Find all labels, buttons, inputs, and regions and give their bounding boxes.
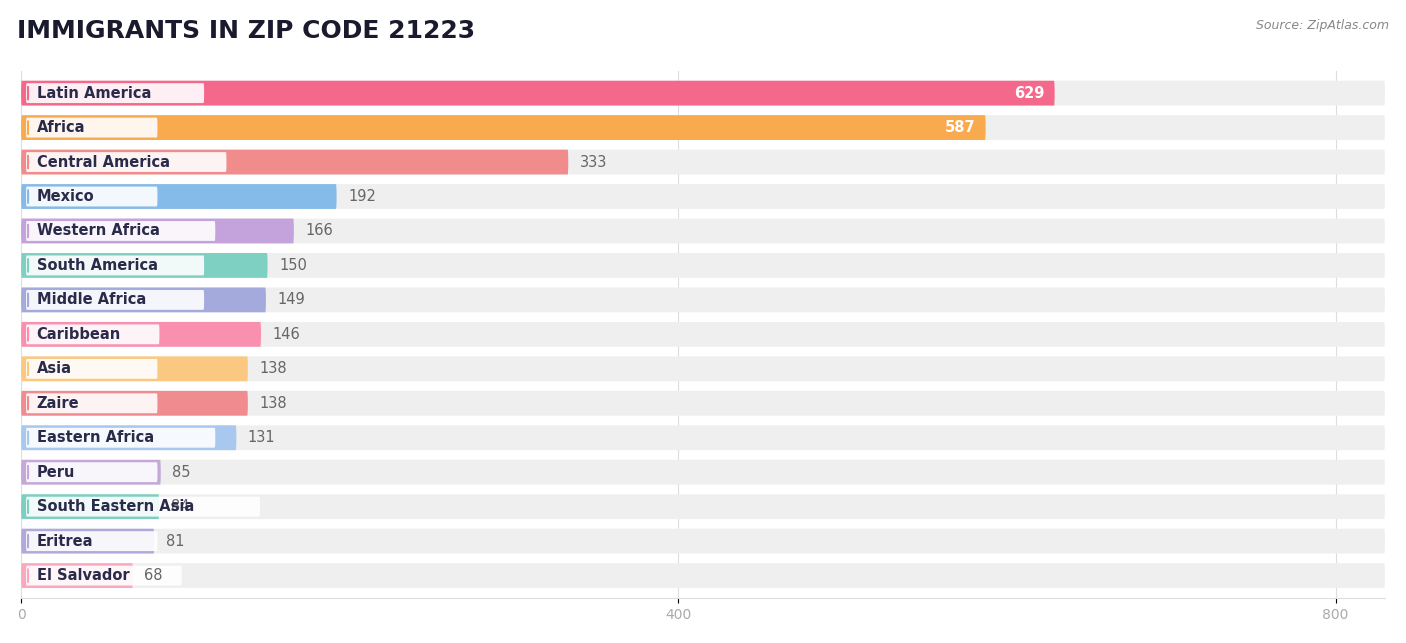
Text: 166: 166	[305, 224, 333, 239]
FancyBboxPatch shape	[21, 150, 568, 174]
FancyBboxPatch shape	[21, 460, 160, 485]
FancyBboxPatch shape	[27, 566, 181, 586]
Text: Africa: Africa	[37, 120, 86, 135]
FancyBboxPatch shape	[21, 253, 267, 278]
FancyBboxPatch shape	[21, 219, 1385, 244]
FancyBboxPatch shape	[27, 462, 157, 482]
FancyBboxPatch shape	[21, 81, 1054, 105]
Text: Central America: Central America	[37, 154, 170, 170]
Text: El Salvador: El Salvador	[37, 568, 129, 583]
Text: Source: ZipAtlas.com: Source: ZipAtlas.com	[1256, 19, 1389, 32]
FancyBboxPatch shape	[21, 115, 1385, 140]
Text: South Eastern Asia: South Eastern Asia	[37, 499, 194, 514]
FancyBboxPatch shape	[27, 325, 159, 344]
FancyBboxPatch shape	[21, 391, 1385, 415]
FancyBboxPatch shape	[21, 494, 1385, 519]
FancyBboxPatch shape	[27, 255, 204, 275]
FancyBboxPatch shape	[21, 150, 1385, 174]
Text: Western Africa: Western Africa	[37, 224, 159, 239]
FancyBboxPatch shape	[27, 359, 157, 379]
FancyBboxPatch shape	[21, 322, 1385, 347]
FancyBboxPatch shape	[27, 394, 157, 413]
FancyBboxPatch shape	[27, 186, 157, 206]
FancyBboxPatch shape	[21, 322, 262, 347]
Text: South America: South America	[37, 258, 157, 273]
FancyBboxPatch shape	[21, 391, 247, 415]
Text: Peru: Peru	[37, 465, 75, 480]
FancyBboxPatch shape	[21, 494, 159, 519]
FancyBboxPatch shape	[27, 290, 204, 310]
Text: 138: 138	[259, 396, 287, 411]
FancyBboxPatch shape	[21, 184, 336, 209]
FancyBboxPatch shape	[27, 83, 204, 103]
Text: 149: 149	[277, 293, 305, 307]
FancyBboxPatch shape	[21, 287, 1385, 312]
Text: 629: 629	[1014, 86, 1045, 101]
Text: IMMIGRANTS IN ZIP CODE 21223: IMMIGRANTS IN ZIP CODE 21223	[17, 19, 475, 43]
Text: Middle Africa: Middle Africa	[37, 293, 146, 307]
Text: 85: 85	[173, 465, 191, 480]
FancyBboxPatch shape	[21, 81, 1385, 105]
FancyBboxPatch shape	[27, 152, 226, 172]
Text: 587: 587	[945, 120, 976, 135]
FancyBboxPatch shape	[21, 184, 1385, 209]
FancyBboxPatch shape	[21, 356, 247, 381]
FancyBboxPatch shape	[27, 531, 157, 551]
FancyBboxPatch shape	[21, 563, 132, 588]
FancyBboxPatch shape	[21, 425, 236, 450]
FancyBboxPatch shape	[27, 428, 215, 448]
FancyBboxPatch shape	[27, 221, 215, 241]
Text: Zaire: Zaire	[37, 396, 79, 411]
FancyBboxPatch shape	[21, 563, 1385, 588]
Text: 81: 81	[166, 534, 184, 548]
FancyBboxPatch shape	[21, 287, 266, 312]
FancyBboxPatch shape	[21, 460, 1385, 485]
FancyBboxPatch shape	[21, 529, 1385, 554]
Text: Eastern Africa: Eastern Africa	[37, 430, 153, 445]
FancyBboxPatch shape	[21, 115, 986, 140]
FancyBboxPatch shape	[21, 219, 294, 244]
Text: Caribbean: Caribbean	[37, 327, 121, 342]
FancyBboxPatch shape	[21, 356, 1385, 381]
Text: 68: 68	[145, 568, 163, 583]
Text: Eritrea: Eritrea	[37, 534, 93, 548]
Text: 84: 84	[170, 499, 190, 514]
Text: 192: 192	[349, 189, 375, 204]
Text: 333: 333	[579, 154, 607, 170]
Text: 146: 146	[273, 327, 301, 342]
Text: 131: 131	[247, 430, 276, 445]
FancyBboxPatch shape	[21, 529, 155, 554]
Text: Latin America: Latin America	[37, 86, 150, 101]
Text: Mexico: Mexico	[37, 189, 94, 204]
FancyBboxPatch shape	[21, 253, 1385, 278]
FancyBboxPatch shape	[27, 118, 157, 138]
Text: 138: 138	[259, 361, 287, 376]
Text: 150: 150	[278, 258, 307, 273]
FancyBboxPatch shape	[21, 425, 1385, 450]
Text: Asia: Asia	[37, 361, 72, 376]
FancyBboxPatch shape	[27, 497, 260, 516]
